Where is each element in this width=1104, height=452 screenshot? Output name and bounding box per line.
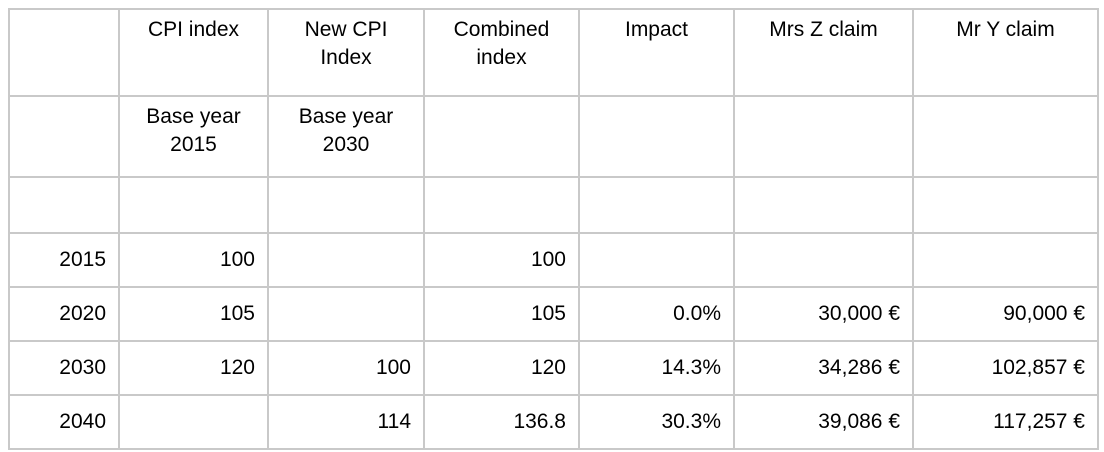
cell-cpi-index: 100 bbox=[118, 232, 269, 288]
cell-new-cpi-index: 100 bbox=[267, 340, 425, 396]
cell-new-cpi-index bbox=[267, 232, 425, 288]
header-cpi-index: CPI index bbox=[118, 8, 269, 97]
subheader-mrs-z-claim bbox=[733, 95, 914, 178]
cell-empty bbox=[118, 176, 269, 234]
cell-empty bbox=[8, 176, 120, 234]
cell-empty bbox=[267, 176, 425, 234]
table-row-2030: 2030 120 100 120 14.3% 34,286 € 102,857 … bbox=[8, 340, 1099, 396]
subheader-combined-index bbox=[423, 95, 580, 178]
cell-empty bbox=[423, 176, 580, 234]
cell-year: 2015 bbox=[8, 232, 120, 288]
cell-empty bbox=[733, 176, 914, 234]
cell-combined-index: 105 bbox=[423, 286, 580, 342]
cell-new-cpi-index bbox=[267, 286, 425, 342]
header-impact: Impact bbox=[578, 8, 735, 97]
cell-empty bbox=[912, 176, 1099, 234]
cell-mrs-z-claim: 39,086 € bbox=[733, 394, 914, 450]
subheader-mr-y-claim bbox=[912, 95, 1099, 178]
cell-mr-y-claim: 102,857 € bbox=[912, 340, 1099, 396]
header-year bbox=[8, 8, 120, 97]
cell-mrs-z-claim bbox=[733, 232, 914, 288]
cell-impact bbox=[578, 232, 735, 288]
table-row-2040: 2040 114 136.8 30.3% 39,086 € 117,257 € bbox=[8, 394, 1099, 450]
header-row: CPI index New CPI Index Combined index I… bbox=[8, 8, 1099, 97]
subheader-year bbox=[8, 95, 120, 178]
subheader-cpi-base-year: Base year 2015 bbox=[118, 95, 269, 178]
subheader-new-cpi-base-year: Base year 2030 bbox=[267, 95, 425, 178]
cell-combined-index: 100 bbox=[423, 232, 580, 288]
table-row-2015: 2015 100 100 bbox=[8, 232, 1099, 288]
cell-mr-y-claim bbox=[912, 232, 1099, 288]
cell-cpi-index bbox=[118, 394, 269, 450]
cell-empty bbox=[578, 176, 735, 234]
spacer-row bbox=[8, 176, 1099, 234]
cell-cpi-index: 120 bbox=[118, 340, 269, 396]
cell-mr-y-claim: 90,000 € bbox=[912, 286, 1099, 342]
cpi-claims-table: CPI index New CPI Index Combined index I… bbox=[8, 8, 1099, 450]
cell-impact: 0.0% bbox=[578, 286, 735, 342]
cell-mr-y-claim: 117,257 € bbox=[912, 394, 1099, 450]
cell-year: 2030 bbox=[8, 340, 120, 396]
cell-combined-index: 136.8 bbox=[423, 394, 580, 450]
cell-cpi-index: 105 bbox=[118, 286, 269, 342]
subheader-impact bbox=[578, 95, 735, 178]
cell-mrs-z-claim: 34,286 € bbox=[733, 340, 914, 396]
header-mr-y-claim: Mr Y claim bbox=[912, 8, 1099, 97]
table-row-2020: 2020 105 105 0.0% 30,000 € 90,000 € bbox=[8, 286, 1099, 342]
header-mrs-z-claim: Mrs Z claim bbox=[733, 8, 914, 97]
cell-year: 2040 bbox=[8, 394, 120, 450]
cell-combined-index: 120 bbox=[423, 340, 580, 396]
cell-year: 2020 bbox=[8, 286, 120, 342]
cell-impact: 30.3% bbox=[578, 394, 735, 450]
header-combined-index: Combined index bbox=[423, 8, 580, 97]
header-new-cpi-index: New CPI Index bbox=[267, 8, 425, 97]
cell-impact: 14.3% bbox=[578, 340, 735, 396]
cell-mrs-z-claim: 30,000 € bbox=[733, 286, 914, 342]
subheader-row: Base year 2015 Base year 2030 bbox=[8, 95, 1099, 178]
cell-new-cpi-index: 114 bbox=[267, 394, 425, 450]
